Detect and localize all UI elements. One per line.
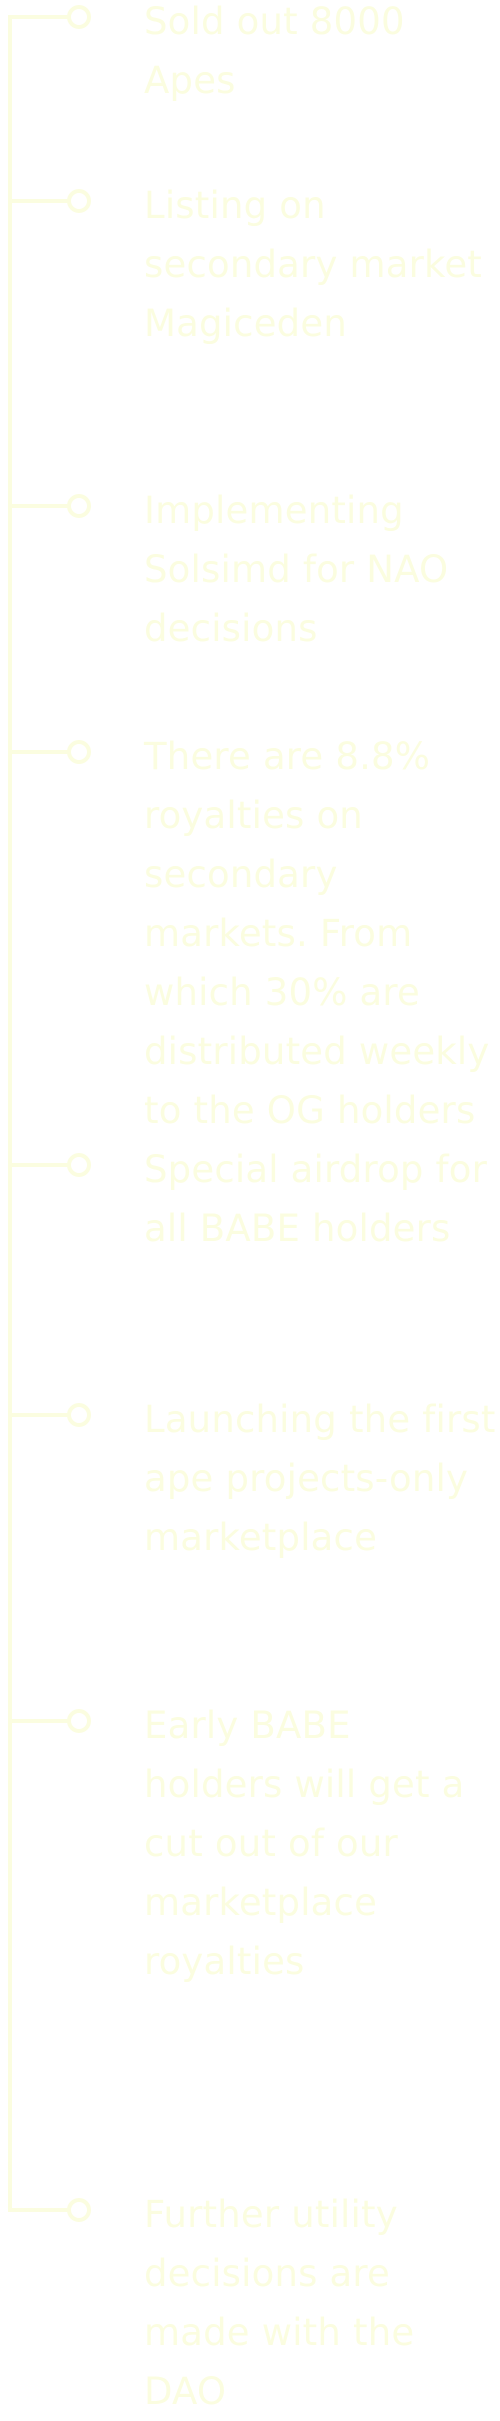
timeline-connector xyxy=(8,199,70,203)
timeline-node-icon xyxy=(67,1403,91,1427)
timeline-connector xyxy=(8,15,70,19)
timeline-node-icon xyxy=(67,2198,91,2222)
timeline-item-text: There are 8.8% royalties on secondary ma… xyxy=(144,735,490,1132)
timeline-item-text: Sold out 8000 Apes xyxy=(144,0,405,102)
timeline-connector xyxy=(8,1163,70,1167)
timeline-connector xyxy=(8,750,70,754)
timeline-item-text: Early BABE holders will get a cut out of… xyxy=(144,1704,465,1983)
timeline-connector xyxy=(8,1719,70,1723)
timeline-item-text: Launching the first ape projects-only ma… xyxy=(144,1398,496,1559)
timeline-item-text: Further utility decisions are made with … xyxy=(144,2193,415,2413)
timeline-connector xyxy=(8,1413,70,1417)
timeline-node-icon xyxy=(67,1153,91,1177)
timeline-node-icon xyxy=(67,1709,91,1733)
timeline-item-text: Implementing Solsimd for NAO decisions xyxy=(144,489,449,650)
timeline-node-icon xyxy=(67,189,91,213)
timeline-connector xyxy=(8,504,70,508)
timeline-rail xyxy=(8,17,12,2209)
timeline-connector xyxy=(8,2208,70,2212)
timeline-node-icon xyxy=(67,740,91,764)
timeline-item-text: Special airdrop for all BABE holders xyxy=(144,1148,488,1250)
timeline-node-icon xyxy=(67,494,91,518)
timeline-node-icon xyxy=(67,5,91,29)
timeline-item-text: Listing on secondary market Magiceden xyxy=(144,184,483,345)
